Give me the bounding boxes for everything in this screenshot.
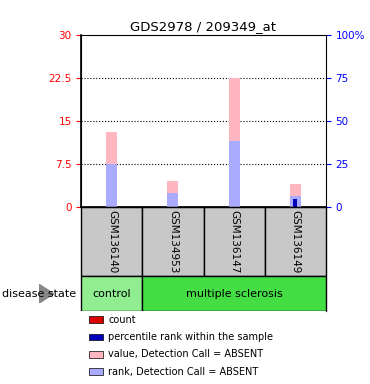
Bar xyxy=(89,368,103,375)
Bar xyxy=(142,207,204,276)
Bar xyxy=(89,316,103,323)
Text: GSM136140: GSM136140 xyxy=(107,210,117,273)
Bar xyxy=(229,141,239,207)
Text: percentile rank within the sample: percentile rank within the sample xyxy=(108,332,273,342)
Bar xyxy=(168,193,178,207)
Bar xyxy=(290,196,300,207)
Bar xyxy=(142,276,326,311)
Text: value, Detection Call = ABSENT: value, Detection Call = ABSENT xyxy=(108,349,263,359)
Bar xyxy=(81,207,142,276)
Text: control: control xyxy=(92,289,131,299)
Text: GSM134953: GSM134953 xyxy=(168,210,178,274)
Text: rank, Detection Call = ABSENT: rank, Detection Call = ABSENT xyxy=(108,366,259,377)
Bar xyxy=(81,276,142,311)
Bar xyxy=(293,199,297,207)
Title: GDS2978 / 209349_at: GDS2978 / 209349_at xyxy=(131,20,276,33)
Text: GSM136147: GSM136147 xyxy=(229,210,239,274)
Text: disease state: disease state xyxy=(2,289,76,299)
Bar xyxy=(107,132,117,207)
Bar xyxy=(265,207,326,276)
Bar xyxy=(229,78,239,207)
Polygon shape xyxy=(39,284,54,303)
Text: GSM136149: GSM136149 xyxy=(290,210,300,274)
Bar xyxy=(107,164,117,207)
Text: multiple sclerosis: multiple sclerosis xyxy=(186,289,282,299)
Bar xyxy=(89,351,103,358)
Bar xyxy=(168,182,178,207)
Text: count: count xyxy=(108,314,136,325)
Bar xyxy=(293,199,297,207)
Bar xyxy=(290,184,300,207)
Bar xyxy=(204,207,265,276)
Bar xyxy=(89,334,103,340)
